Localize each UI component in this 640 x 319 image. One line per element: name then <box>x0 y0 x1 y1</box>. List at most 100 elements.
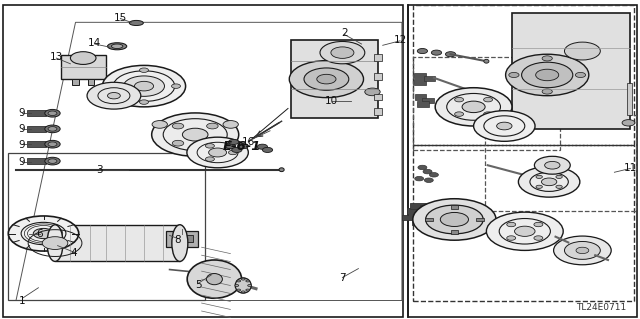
Circle shape <box>554 236 611 265</box>
Circle shape <box>424 178 433 182</box>
Bar <box>402 215 418 220</box>
Polygon shape <box>291 40 378 118</box>
Bar <box>422 98 434 103</box>
Text: 7: 7 <box>339 273 346 283</box>
Circle shape <box>429 173 438 177</box>
Bar <box>485 115 636 211</box>
Circle shape <box>241 278 245 280</box>
Text: E-6-1: E-6-1 <box>223 140 261 153</box>
Circle shape <box>124 76 164 96</box>
Circle shape <box>228 150 237 155</box>
Circle shape <box>8 216 79 251</box>
Circle shape <box>172 140 184 146</box>
Circle shape <box>289 61 364 98</box>
Circle shape <box>426 205 483 234</box>
Text: 12: 12 <box>394 35 406 45</box>
Bar <box>27 126 46 132</box>
Bar <box>126 93 134 98</box>
Circle shape <box>417 48 428 54</box>
Circle shape <box>534 236 543 240</box>
Circle shape <box>108 84 116 88</box>
Bar <box>413 145 634 301</box>
Bar <box>55 225 180 261</box>
Circle shape <box>228 139 239 145</box>
Circle shape <box>454 97 463 102</box>
Circle shape <box>48 159 57 163</box>
Text: 9: 9 <box>19 157 25 167</box>
Bar <box>110 85 118 90</box>
Circle shape <box>435 88 512 126</box>
Bar <box>408 5 637 317</box>
Text: 8: 8 <box>175 235 181 245</box>
Circle shape <box>140 100 148 104</box>
Bar <box>476 218 484 221</box>
Circle shape <box>152 113 239 156</box>
Text: 1: 1 <box>19 296 26 307</box>
Ellipse shape <box>111 44 123 48</box>
Circle shape <box>497 122 512 130</box>
Bar <box>413 5 634 145</box>
Circle shape <box>45 140 60 148</box>
Circle shape <box>542 56 552 61</box>
Text: 6: 6 <box>36 229 43 240</box>
Circle shape <box>541 178 557 186</box>
Text: 11: 11 <box>624 163 637 174</box>
Circle shape <box>205 144 214 148</box>
Circle shape <box>304 68 349 90</box>
Text: 15: 15 <box>114 12 127 23</box>
Bar <box>61 55 106 79</box>
Circle shape <box>48 111 57 115</box>
Bar <box>414 73 426 78</box>
Bar <box>420 205 436 211</box>
Circle shape <box>440 212 468 226</box>
Bar <box>414 79 426 85</box>
Bar <box>27 110 46 116</box>
Bar <box>410 203 426 209</box>
Bar <box>110 101 118 106</box>
Circle shape <box>235 285 239 286</box>
Circle shape <box>238 144 248 149</box>
Circle shape <box>423 169 432 174</box>
Circle shape <box>317 74 336 84</box>
Circle shape <box>507 236 516 240</box>
Text: 9: 9 <box>19 140 25 150</box>
Text: 2: 2 <box>341 28 348 39</box>
Bar <box>415 94 426 100</box>
Bar <box>172 235 180 242</box>
Circle shape <box>188 151 203 159</box>
Circle shape <box>172 123 184 129</box>
Circle shape <box>187 137 248 168</box>
Circle shape <box>33 228 54 239</box>
Bar <box>417 101 429 107</box>
Ellipse shape <box>172 225 188 262</box>
Circle shape <box>241 291 245 293</box>
Ellipse shape <box>236 278 252 293</box>
Circle shape <box>237 280 241 282</box>
Circle shape <box>564 42 600 60</box>
Circle shape <box>48 142 57 146</box>
Circle shape <box>556 185 563 189</box>
Circle shape <box>486 212 563 250</box>
Ellipse shape <box>484 59 489 63</box>
Circle shape <box>575 72 586 78</box>
Circle shape <box>246 289 250 291</box>
Circle shape <box>257 144 268 149</box>
Circle shape <box>454 112 463 116</box>
Circle shape <box>509 72 519 78</box>
Circle shape <box>70 52 96 64</box>
Circle shape <box>445 52 456 57</box>
Bar <box>451 205 458 209</box>
Circle shape <box>462 101 485 113</box>
Ellipse shape <box>474 91 479 94</box>
Bar <box>412 219 428 225</box>
Circle shape <box>172 84 180 88</box>
Circle shape <box>108 93 120 99</box>
Circle shape <box>365 88 380 96</box>
Bar <box>94 93 102 98</box>
Bar <box>413 57 560 150</box>
Ellipse shape <box>206 274 223 285</box>
Circle shape <box>248 285 252 286</box>
Text: 13: 13 <box>50 52 63 63</box>
Circle shape <box>205 157 214 161</box>
Bar <box>374 54 382 61</box>
